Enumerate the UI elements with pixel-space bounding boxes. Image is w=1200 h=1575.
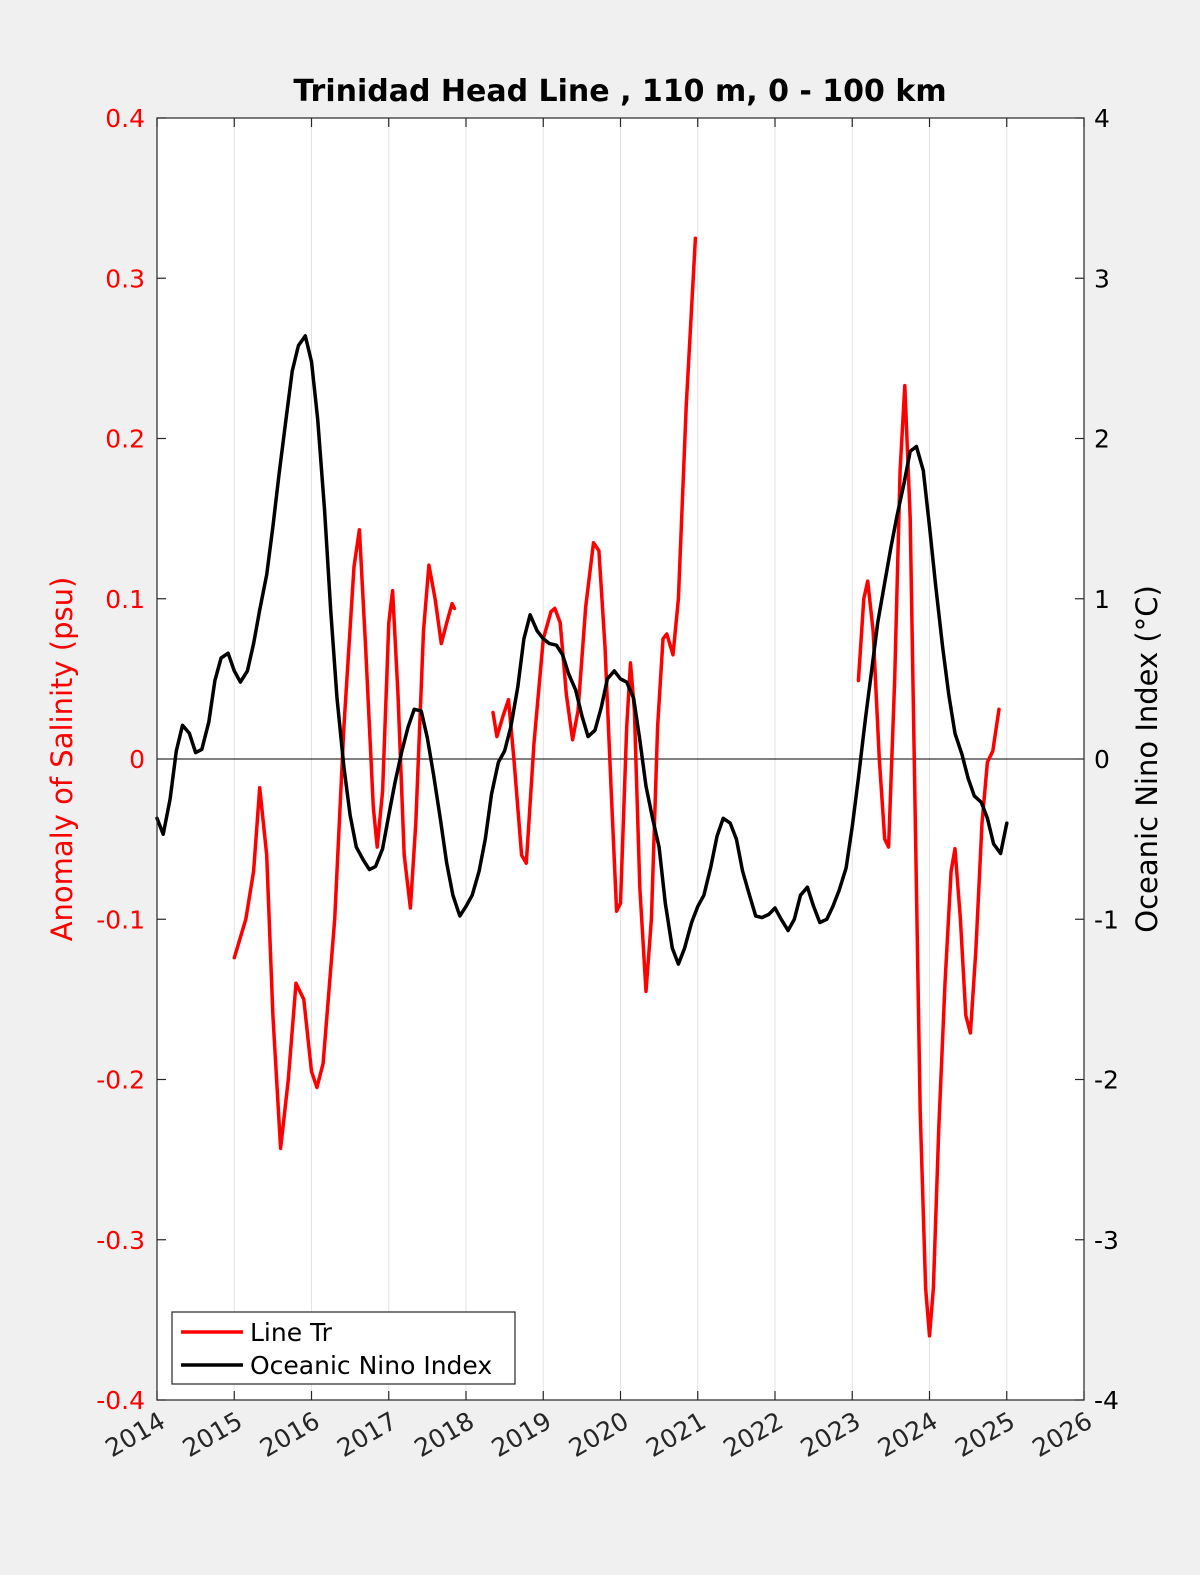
y-left-tick-label: 0.2 [105,425,145,454]
y-left-tick-label: 0.1 [105,585,145,614]
salinity-anomaly-line-segment-1 [491,236,698,994]
y-right-tick-label: 4 [1094,104,1110,133]
y-left-tick-label: 0.3 [105,264,145,293]
y-right-tick-label: -2 [1094,1066,1119,1095]
chart-title: Trinidad Head Line , 110 m, 0 - 100 km [293,74,946,109]
y-right-tick-label: -3 [1094,1226,1119,1255]
y-left-tick-label: 0.4 [105,104,145,133]
y-right-tick-label: 3 [1094,264,1110,293]
y-left-tick-label: 0 [129,745,145,774]
left-axis-label: Anomaly of Salinity (psu) [45,577,79,942]
y-right-tick-label: -1 [1094,905,1119,934]
salinity-anomaly-line-segment-0 [232,528,457,1151]
y-left-tick-label: -0.1 [96,905,145,934]
legend-box [171,1311,516,1385]
oni-line-segment-0 [155,334,1009,966]
series-layer [155,236,1009,1338]
y-right-tick-label: 2 [1094,425,1110,454]
y-right-tick-label: 0 [1094,745,1110,774]
legend-label-oni: Oceanic Nino Index [250,1351,492,1380]
salinity-anomaly-line-segment-2 [856,383,1001,1338]
y-right-tick-label: -4 [1094,1386,1119,1415]
y-left-tick-label: -0.2 [96,1066,145,1095]
y-left-tick-label: -0.3 [96,1226,145,1255]
legend: Line Tr Oceanic Nino Index [171,1311,516,1385]
right-axis-label: Oceanic Nino Index (°C) [1130,585,1164,933]
y-left-tick-label: -0.4 [96,1386,145,1415]
y-right-tick-label: 1 [1094,585,1110,614]
legend-label-line-tr: Line Tr [250,1318,333,1347]
